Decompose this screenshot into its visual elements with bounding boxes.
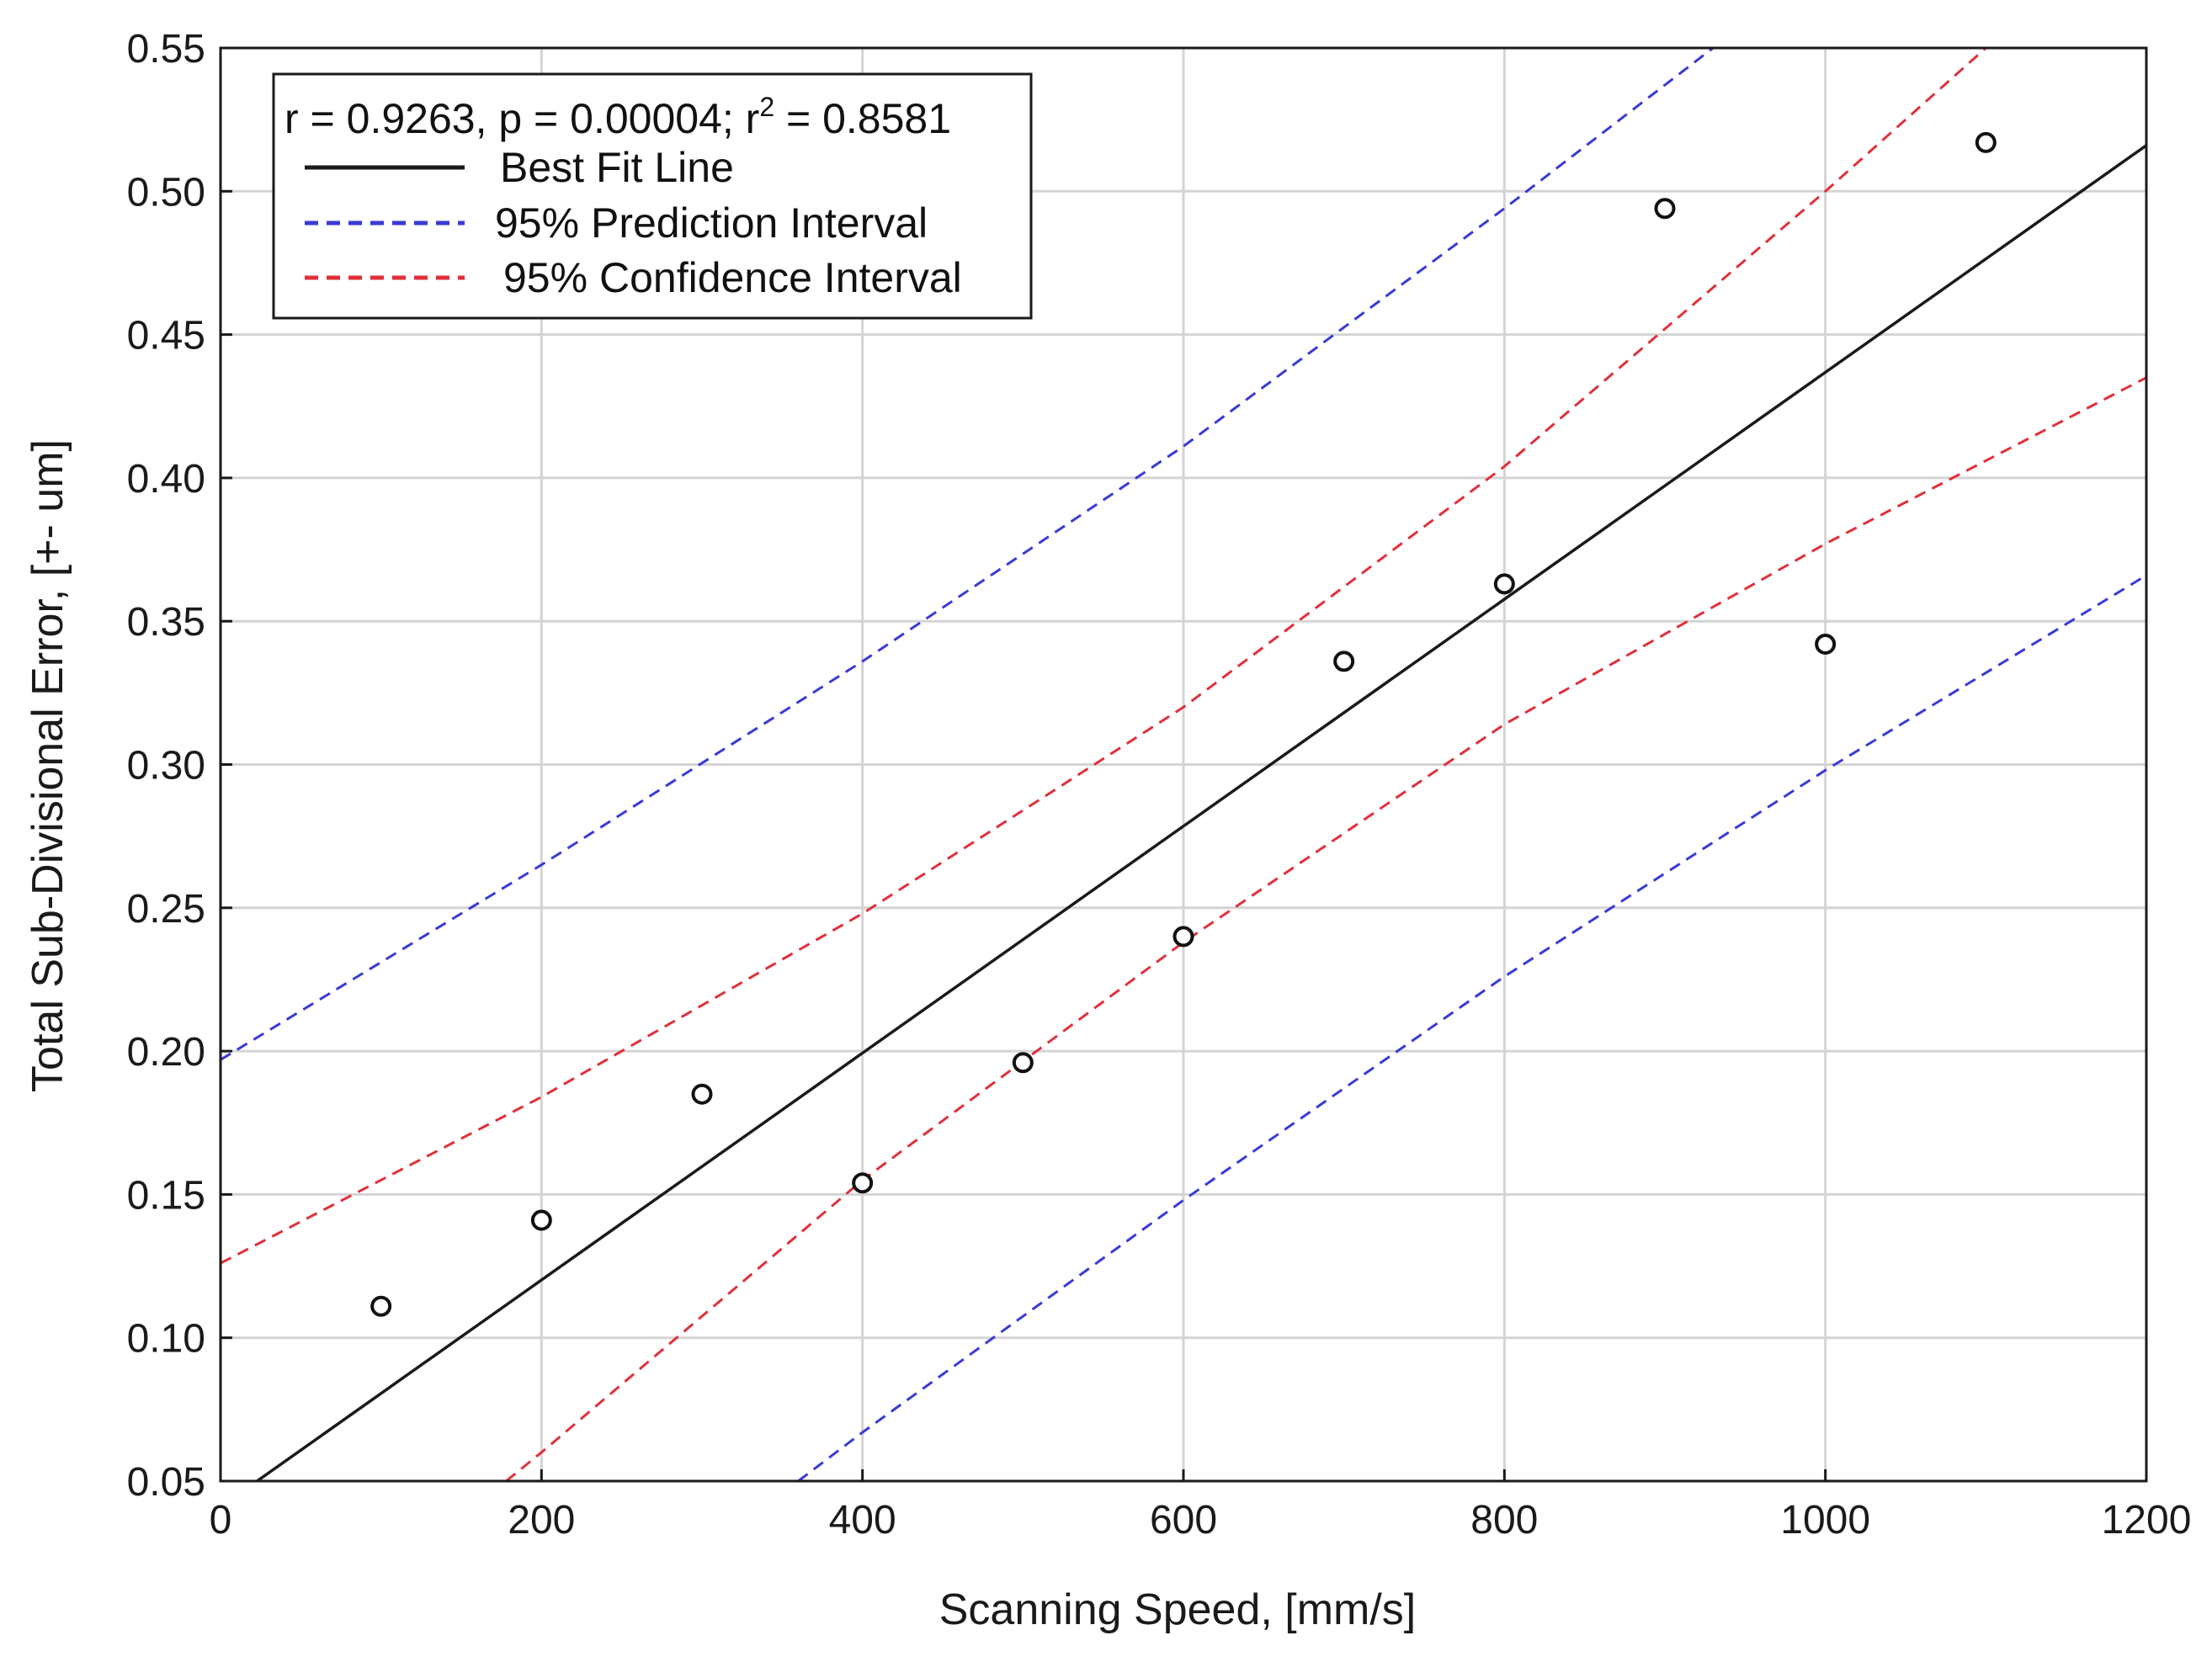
x-tick-label: 400 bbox=[829, 1498, 896, 1543]
x-tick-label: 600 bbox=[1150, 1498, 1217, 1543]
data-point bbox=[530, 1209, 552, 1231]
series-lines bbox=[221, 48, 2146, 1481]
x-tick-label: 1000 bbox=[1780, 1498, 1870, 1543]
data-point bbox=[1815, 633, 1837, 655]
data-points bbox=[370, 131, 1997, 1317]
best-fit-line-line bbox=[254, 144, 2146, 1481]
data-point bbox=[852, 1172, 874, 1194]
data-point bbox=[1654, 198, 1676, 220]
y-tick-label: 0.30 bbox=[127, 744, 205, 789]
data-point bbox=[1333, 650, 1355, 672]
y-tick-label: 0.35 bbox=[127, 600, 205, 645]
x-tick-label: 1200 bbox=[2102, 1498, 2192, 1543]
x-tick-label: 800 bbox=[1470, 1498, 1538, 1543]
x-tick-label: 200 bbox=[508, 1498, 575, 1543]
data-point bbox=[1493, 573, 1515, 595]
legend-label-prediction-interval: 95% Prediction Interval bbox=[495, 199, 928, 247]
95-confidence-interval-upper-line bbox=[221, 48, 1987, 1265]
legend-stats-text: r = 0.9263, p = 0.00004; r2 = 0.8581 bbox=[284, 92, 951, 142]
legend-label-confidence-interval: 95% Confidence Interval bbox=[503, 254, 962, 301]
y-tick-label: 0.25 bbox=[127, 887, 205, 932]
legend-stats-tail: = 0.8581 bbox=[774, 95, 951, 142]
y-axis-title: Total Sub-Divisional Error, [+- um] bbox=[24, 439, 72, 1092]
x-tick-label: 0 bbox=[210, 1498, 232, 1543]
y-tick-label: 0.50 bbox=[127, 170, 205, 215]
y-tick-label: 0.10 bbox=[127, 1317, 205, 1362]
data-point bbox=[370, 1295, 392, 1317]
axis-ticks: 0 200 400 600 800 1000 1200 0.05 0.10 0.15 0.20 0.2… bbox=[127, 27, 2192, 1543]
legend-label-best-fit: Best Fit Line bbox=[500, 144, 734, 191]
data-point bbox=[1975, 131, 1997, 153]
95-prediction-interval-upper-line bbox=[221, 48, 1715, 1061]
data-point bbox=[1012, 1052, 1034, 1074]
y-tick-label: 0.15 bbox=[127, 1173, 205, 1218]
data-point bbox=[1172, 926, 1194, 948]
x-axis-title: Scanning Speed, [mm/s] bbox=[939, 1585, 1417, 1634]
95-prediction-interval-lower-line bbox=[797, 574, 2146, 1481]
legend-stats-main: r = 0.9263, p = 0.00004; r bbox=[284, 95, 759, 142]
y-tick-label: 0.45 bbox=[127, 314, 205, 358]
y-tick-label: 0.05 bbox=[127, 1460, 205, 1505]
legend: r = 0.9263, p = 0.00004; r2 = 0.8581 Bes… bbox=[272, 72, 1033, 320]
legend-stats-superscript: 2 bbox=[759, 92, 774, 122]
95-confidence-interval-lower-line bbox=[505, 376, 2146, 1481]
y-tick-label: 0.55 bbox=[127, 27, 205, 72]
y-tick-label: 0.40 bbox=[127, 457, 205, 502]
y-tick-label: 0.20 bbox=[127, 1030, 205, 1075]
data-point bbox=[691, 1083, 713, 1105]
